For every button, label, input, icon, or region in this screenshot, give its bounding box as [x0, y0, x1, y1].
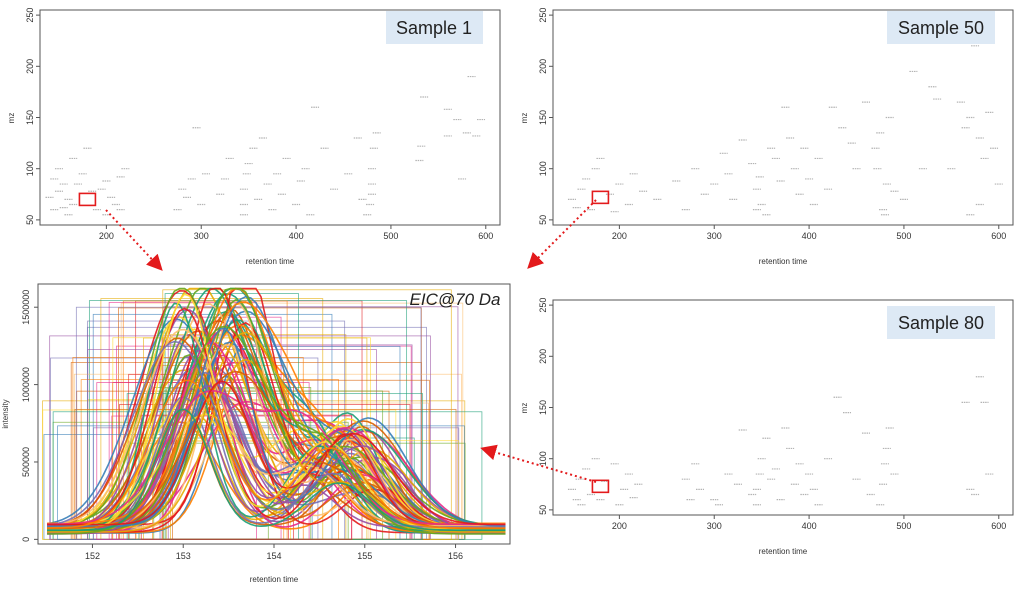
sample-1-xtick-label: 200 — [99, 231, 114, 241]
sample-1-highlight-box — [78, 192, 97, 207]
sample-1-ytick-label: 150 — [25, 110, 35, 125]
sample-50-xtick-label: 200 — [612, 231, 627, 241]
eic-title: EIC@70 Da — [410, 290, 501, 309]
sample-50-ytick-label: 150 — [538, 110, 548, 125]
sample-1-ytick-label: 50 — [25, 215, 35, 225]
eic-curve — [47, 389, 506, 526]
sample-1-points — [45, 75, 486, 216]
sample-80-points — [567, 376, 994, 506]
sample-1-label-box — [386, 11, 483, 44]
sample-50-ytick-label: 200 — [538, 59, 548, 74]
sample-80-highlight-box — [591, 479, 610, 494]
sample-50-xlabel: retention time — [759, 257, 808, 266]
sample-80-xtick-label: 300 — [707, 521, 722, 531]
eic-curves — [46, 287, 506, 535]
sample-1-plot-frame — [39, 9, 501, 226]
sample-80-xtick-label: 400 — [802, 521, 817, 531]
sample-80-ytick-label: 50 — [538, 505, 548, 515]
sample-80-ytick-label: 200 — [538, 349, 548, 364]
sample-1-ytick-label: 100 — [25, 161, 35, 176]
eic-ytick-label: 1000000 — [21, 367, 31, 402]
eic-xtick-label: 156 — [448, 551, 463, 561]
sample-50-xtick-label: 600 — [991, 231, 1006, 241]
sample-50-scatter-panel: Sample 50 200 300 400 500 60050100150200250 … — [520, 8, 1014, 266]
sample-80-xtick-label: 600 — [991, 521, 1006, 531]
sample-80-xtick-label: 500 — [896, 521, 911, 531]
sample-80-ylabel: mz — [520, 403, 529, 414]
sample-80-ticks: 200 300 400 500 600 50 100 150 200 250 — [538, 298, 1006, 531]
eic-xtick-label: 153 — [176, 551, 191, 561]
eic-curve — [47, 327, 506, 527]
eic-curve — [47, 380, 506, 526]
sample-1-xtick-label: 600 — [478, 231, 493, 241]
eic-xlabel: retention time — [250, 575, 299, 584]
eic-curve — [47, 337, 506, 529]
sample-80-label: Sample 80 — [898, 313, 984, 333]
sample-80-xlabel: retention time — [759, 547, 808, 556]
sample-80-scatter-panel: Sample 80 200 300 400 500 60050100150200250 … — [520, 298, 1014, 556]
eic-ytick-label: 1500000 — [21, 290, 31, 325]
sample-1-xtick-label: 500 — [383, 231, 398, 241]
sample-50-ytick-label: 50 — [538, 215, 548, 225]
sample-80-ytick-label: 100 — [538, 451, 548, 466]
eic-curve — [47, 379, 506, 529]
sample-80-ytick-label: 150 — [538, 400, 548, 415]
sample-50-label: Sample 50 — [898, 18, 984, 38]
sample-50-plot-frame — [552, 9, 1014, 226]
sample-80-label-box — [887, 306, 995, 339]
eic-curve — [47, 358, 506, 533]
sample-1-xtick-label: 300 — [194, 231, 209, 241]
sample-1-ytick-label: 250 — [25, 8, 35, 23]
eic-ylabel: intensity — [1, 399, 10, 428]
sample-50-xtick-label: 400 — [802, 231, 817, 241]
eic-xtick-label: 155 — [357, 551, 372, 561]
sample-1-xlabel: retention time — [246, 257, 295, 266]
arrow-sample50-to-eic — [527, 199, 597, 269]
sample-50-highlight-box — [591, 190, 610, 205]
sample-50-ticks: 200 300 400 500 600 50 100 150 200 250 — [538, 8, 1006, 241]
eic-curve — [47, 413, 506, 527]
sample-50-ytick-label: 100 — [538, 161, 548, 176]
sample-1-ytick-label: 200 — [25, 59, 35, 74]
arrow-sample1-to-eic — [105, 209, 163, 271]
sample-80-ytick-label: 250 — [538, 298, 548, 313]
eic-xtick-label: 152 — [85, 551, 100, 561]
sample-1-xtick-label: 400 — [289, 231, 304, 241]
sample-50-xtick-label: 300 — [707, 231, 722, 241]
eic-line-panel: 152 153 154 155 156 0 500000 1000000 1500000 EIC… — [1, 283, 511, 584]
sample-1-label: Sample 1 — [396, 18, 472, 38]
sample-50-ytick-label: 250 — [538, 8, 548, 23]
eic-ytick-label: 0 — [21, 537, 31, 542]
sample-50-label-box — [887, 11, 995, 44]
eic-curve — [47, 408, 506, 531]
eic-curve — [47, 287, 506, 526]
eic-ytick-label: 500000 — [21, 447, 31, 477]
sample-80-xtick-label: 200 — [612, 521, 627, 531]
sample-1-ylabel: mz — [7, 113, 16, 124]
eic-xtick-label: 154 — [266, 551, 281, 561]
sample-50-xtick-label: 500 — [896, 231, 911, 241]
sample-1-ticks: 200 300 400 500 600 50 100 150 200 250 — [25, 8, 493, 241]
sample-50-ylabel: mz — [520, 113, 529, 124]
eic-ticks: 152 153 154 155 156 0 500000 1000000 1500000 — [21, 290, 463, 561]
sample-1-scatter-panel: Sample 1 200 300 400 500 600 50 100 150 200 250 r… — [7, 8, 501, 266]
eic-curve — [47, 293, 506, 530]
sample-50-points — [567, 45, 1003, 216]
